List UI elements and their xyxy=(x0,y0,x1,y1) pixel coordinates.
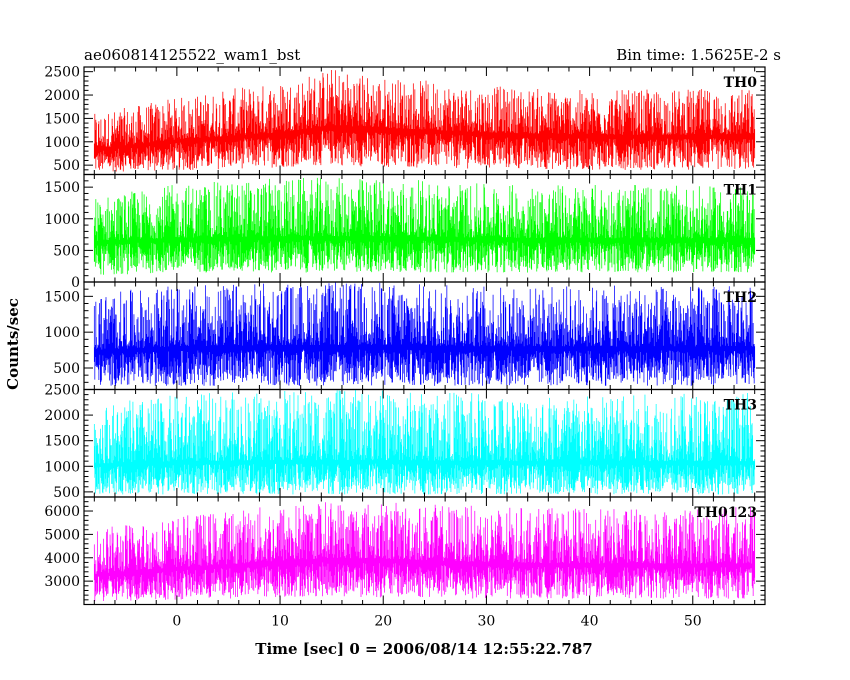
x-tick-label: 30 xyxy=(477,614,495,630)
series-th1 xyxy=(93,177,756,275)
y-tick-label: 0 xyxy=(71,275,80,291)
y-tick-label: 1000 xyxy=(44,459,80,475)
panel-label: TH2 xyxy=(724,290,757,306)
x-tick-label: 10 xyxy=(271,614,289,630)
chart-title-right: Bin time: 1.5625E-2 s xyxy=(616,46,781,64)
y-tick-label: 1500 xyxy=(44,434,80,450)
panel-label: TH1 xyxy=(724,183,757,199)
y-tick-label: 1000 xyxy=(44,325,80,341)
y-tick-label: 1000 xyxy=(44,135,80,151)
panel-th2: 500 1000 1500 TH2 xyxy=(44,281,766,391)
y-tick-label: 2500 xyxy=(44,383,80,399)
y-tick-label: 2500 xyxy=(44,65,80,81)
panel-th0: 500 1000 1500 2000 2500 TH0 xyxy=(44,65,766,176)
y-tick-label: 1000 xyxy=(44,212,80,228)
y-tick-label: 500 xyxy=(53,243,80,259)
chart-title-left: ae060814125522_wam1_bst xyxy=(84,46,300,64)
x-axis-label: Time [sec] 0 = 2006/08/14 12:55:22.787 xyxy=(255,640,592,658)
y-tick-label: 1500 xyxy=(44,180,80,196)
series-th0123 xyxy=(93,502,756,602)
y-tick-label: 5000 xyxy=(44,527,80,543)
y-axis-label: Counts/sec xyxy=(4,298,22,390)
y-tick-label: 3000 xyxy=(44,574,80,590)
x-tick-label: 40 xyxy=(581,614,599,630)
panel-label: TH0123 xyxy=(694,505,757,521)
x-tick-label: 50 xyxy=(684,614,702,630)
x-tick-label: 20 xyxy=(374,614,392,630)
panel-th0123: 3000 4000 5000 6000 TH0123 xyxy=(44,496,766,606)
panel-th3: 500 1000 1500 2000 2500 TH3 xyxy=(44,383,766,501)
y-tick-label: 4000 xyxy=(44,551,80,567)
y-tick-label: 500 xyxy=(53,158,80,174)
y-tick-label: 500 xyxy=(53,485,80,501)
y-tick-label: 1500 xyxy=(44,289,80,305)
series-th3 xyxy=(93,389,756,495)
x-tick-label: 0 xyxy=(172,614,181,630)
y-tick-label: 500 xyxy=(53,361,80,377)
y-tick-label: 2000 xyxy=(44,408,80,424)
y-tick-label: 1500 xyxy=(44,111,80,127)
panel-label: TH3 xyxy=(724,398,757,414)
panel-label: TH0 xyxy=(724,75,758,91)
series-th0 xyxy=(93,69,756,172)
series-th2 xyxy=(93,282,756,386)
y-tick-label: 6000 xyxy=(44,504,80,520)
y-tick-label: 2000 xyxy=(44,88,80,104)
panel-th1: 0 500 1000 1500 TH1 xyxy=(44,173,766,291)
